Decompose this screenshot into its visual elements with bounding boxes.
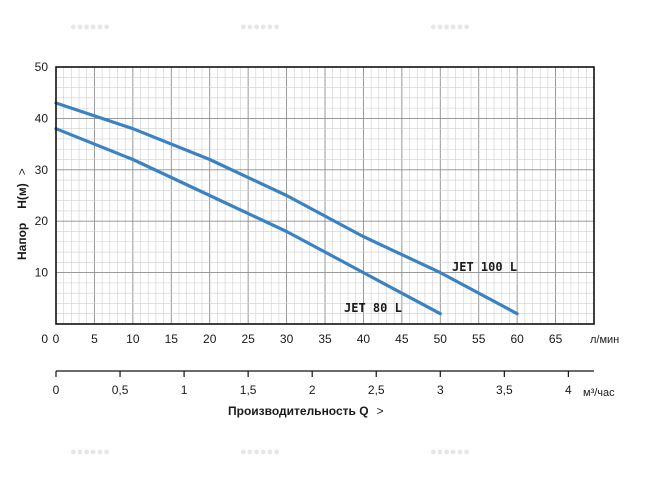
x-tick-label: 60 [510,332,524,346]
y-tick-label: 10 [35,266,49,280]
x2-tick-label: 0,5 [112,383,129,397]
x-tick-label: 15 [165,332,179,346]
y-tick-label: 40 [35,111,49,125]
x-tick-label: 45 [395,332,409,346]
svg-text:●●●●●●: ●●●●●● [240,446,280,458]
y-tick-label: 20 [35,214,49,228]
series-layer [54,101,519,316]
x-axis-title: Производительность Q > [228,404,384,418]
y-tick-labels: 10 20 30 40 50 0 [35,60,49,346]
plot-frame [55,66,595,325]
svg-text:●●●●●●: ●●●●●● [70,21,110,33]
x2-unit-label: м³/час [583,387,615,399]
svg-text:●●●●●●: ●●●●●● [430,446,470,458]
x-tick-label: 10 [126,332,140,346]
x-tick-label: 30 [280,332,294,346]
x2-tick-label: 2,5 [368,383,385,397]
series-line-jet-80-l [54,127,442,316]
y-axis-title-text: Напор [15,223,29,260]
x-origin-tick-label: 0 [41,332,48,346]
svg-text:●●●●●●: ●●●●●● [430,21,470,33]
x-tick-label: 65 [549,332,563,346]
series-label-jet-100-l: JET 100 L [452,260,517,274]
watermark-pattern: ●●●●●● ●●●●●● ●●●●●● ●●●●●● ●●●●●● ●●●●●… [70,21,470,458]
x2-tick-label: 2 [309,383,316,397]
series-label-jet-80-l: JET 80 L [344,301,402,315]
x-tick-label: 35 [318,332,332,346]
x2-tick-label: 1 [181,383,188,397]
x-tick-label: 0 [53,332,60,346]
y-axis-arrow: > [15,168,29,175]
x-tick-label: 55 [472,332,486,346]
svg-text:●●●●●●: ●●●●●● [240,21,280,33]
x-tick-labels: 0 5 10 15 20 25 30 35 40 45 50 55 60 65 [53,332,563,346]
y-axis-unit: H(м) [15,183,29,209]
x2-tick-label: 3 [437,383,444,397]
x2-tick-label: 3,5 [496,383,513,397]
x2-tick-label: 0 [53,383,60,397]
secondary-axis-ticks: 0 0,5 1 1,5 2 2,5 3 3,5 4 [53,371,572,397]
y-tick-label: 30 [35,163,49,177]
x-tick-label: 50 [434,332,448,346]
series-line-jet-100-l [54,101,519,316]
x-tick-label: 5 [91,332,98,346]
x2-tick-label: 4 [565,383,572,397]
x-unit-label: л/мин [590,334,619,346]
x-axis-arrow: > [377,404,384,418]
x-axis-title-text: Производительность Q [228,404,369,418]
x-tick-label: 25 [241,332,255,346]
x-tick-label: 40 [357,332,371,346]
x-tick-label: 20 [203,332,217,346]
svg-text:●●●●●●: ●●●●●● [70,446,110,458]
y-axis-title: Напор H(м) > [15,168,29,260]
chart-grid [56,67,594,324]
x2-tick-label: 1,5 [240,383,257,397]
y-tick-label: 50 [35,60,49,74]
